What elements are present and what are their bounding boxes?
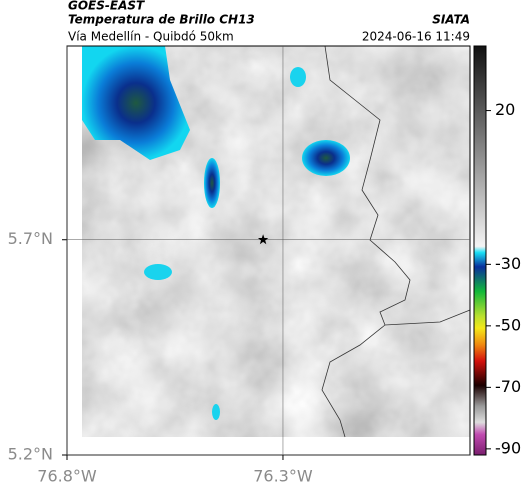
satellite-image (82, 45, 471, 438)
y-tick-label: 5.7°N (8, 229, 53, 248)
colorbar-tick-label: -50 (495, 315, 521, 334)
title: GOES-EAST (68, 0, 145, 13)
border (321, 324, 386, 438)
colorbar-tick-label: -70 (495, 377, 521, 396)
cold-cloud (204, 158, 220, 208)
cold-cloud (290, 67, 306, 87)
subtitle: Temperatura de Brillo CH13 (68, 13, 255, 27)
colorbar (473, 45, 487, 456)
source: SIATA (432, 13, 470, 27)
timestamp: 2024-06-16 11:49 (362, 30, 470, 44)
border (324, 45, 471, 326)
location-marker (257, 234, 269, 245)
colorbar-tick-label: -90 (495, 438, 521, 457)
cold-cloud (302, 140, 350, 176)
cold-cloud (144, 264, 172, 280)
cold-cloud (82, 46, 190, 160)
cold-cloud (212, 404, 220, 420)
region: Vía Medellín - Quibdó 50km (68, 30, 234, 44)
x-tick-label: 76.8°W (37, 467, 97, 486)
x-tick-label: 76.3°W (253, 467, 313, 486)
colorbar-tick-label: 20 (495, 100, 515, 119)
y-tick-label: 5.2°N (8, 445, 53, 464)
colorbar-tick-label: -30 (495, 254, 521, 273)
